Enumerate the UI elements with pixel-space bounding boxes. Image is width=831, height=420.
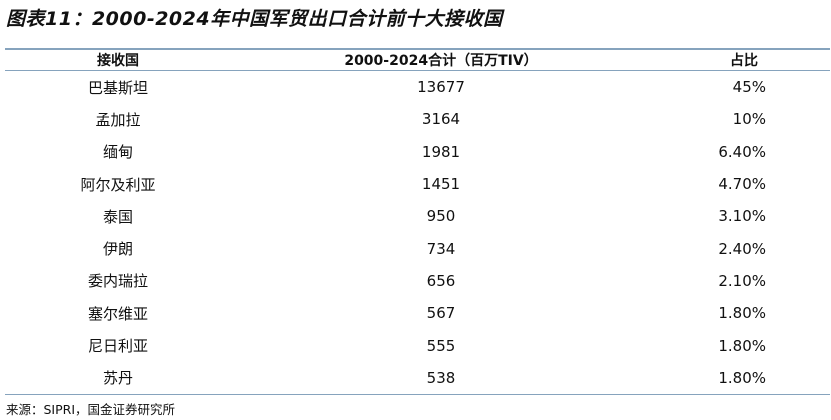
cell-share: 1.80% <box>718 304 766 323</box>
table-row: 缅甸 1981 6.40% <box>5 136 830 168</box>
cell-country: 委内瑞拉 <box>87 272 148 291</box>
table-row: 泰国 950 3.10% <box>5 200 830 232</box>
cell-share: 45% <box>732 78 766 97</box>
cell-share: 10% <box>732 110 766 129</box>
cell-share: 2.10% <box>718 271 766 290</box>
cell-share: 6.40% <box>718 142 766 161</box>
cell-country: 缅甸 <box>102 143 133 162</box>
cell-total: 1981 <box>421 142 461 161</box>
cell-country: 孟加拉 <box>95 110 141 129</box>
cell-country: 伊朗 <box>102 240 133 259</box>
cell-country: 泰国 <box>102 207 133 226</box>
cell-country: 塞尔维亚 <box>87 304 148 323</box>
cell-share: 1.80% <box>718 336 766 355</box>
cell-country: 巴基斯坦 <box>87 78 148 97</box>
header-row: 接收国 2000-2024合计（百万TIV） 占比 <box>5 50 830 70</box>
cell-share: 3.10% <box>718 207 766 226</box>
header-rule <box>5 69 830 71</box>
header-total: 2000-2024合计（百万TIV） <box>344 52 538 69</box>
cell-total: 3164 <box>421 110 461 129</box>
header-share: 占比 <box>730 52 758 69</box>
cell-total: 734 <box>426 239 456 258</box>
cell-country: 尼日利亚 <box>87 337 148 356</box>
cell-share: 4.70% <box>718 175 766 194</box>
cell-share: 2.40% <box>718 239 766 258</box>
cell-total: 950 <box>426 207 456 226</box>
top-rule <box>5 48 830 50</box>
cell-total: 656 <box>426 271 456 290</box>
table-row: 巴基斯坦 13677 45% <box>5 71 830 103</box>
cell-country: 阿尔及利亚 <box>80 175 156 194</box>
cell-share: 1.80% <box>718 368 766 387</box>
table-row: 孟加拉 3164 10% <box>5 103 830 135</box>
cell-total: 567 <box>426 304 456 323</box>
table-row: 委内瑞拉 656 2.10% <box>5 265 830 297</box>
table-row: 苏丹 538 1.80% <box>5 362 830 394</box>
cell-country: 苏丹 <box>102 369 133 388</box>
table-body: 巴基斯坦 13677 45% 孟加拉 3164 10% 缅甸 1981 6.40% 阿尔及利亚 14… <box>5 71 830 394</box>
table-row: 尼日利亚 555 1.80% <box>5 329 830 361</box>
cell-total: 538 <box>426 368 456 387</box>
figure-title: 图表11：2000-2024年中国军贸出口合计前十大接收国 <box>6 8 503 30</box>
table-row: 伊朗 734 2.40% <box>5 232 830 264</box>
source-note: 来源：SIPRI，国金证券研究所 <box>6 402 176 417</box>
table-row: 塞尔维亚 567 1.80% <box>5 297 830 329</box>
table-row: 阿尔及利亚 1451 4.70% <box>5 168 830 200</box>
bottom-rule <box>5 393 830 396</box>
data-table: 接收国 2000-2024合计（百万TIV） 占比 巴基斯坦 13677 45% 孟加… <box>5 48 830 396</box>
cell-total: 13677 <box>417 78 465 97</box>
header-country: 接收国 <box>97 52 139 69</box>
cell-total: 1451 <box>421 175 461 194</box>
cell-total: 555 <box>426 336 456 355</box>
